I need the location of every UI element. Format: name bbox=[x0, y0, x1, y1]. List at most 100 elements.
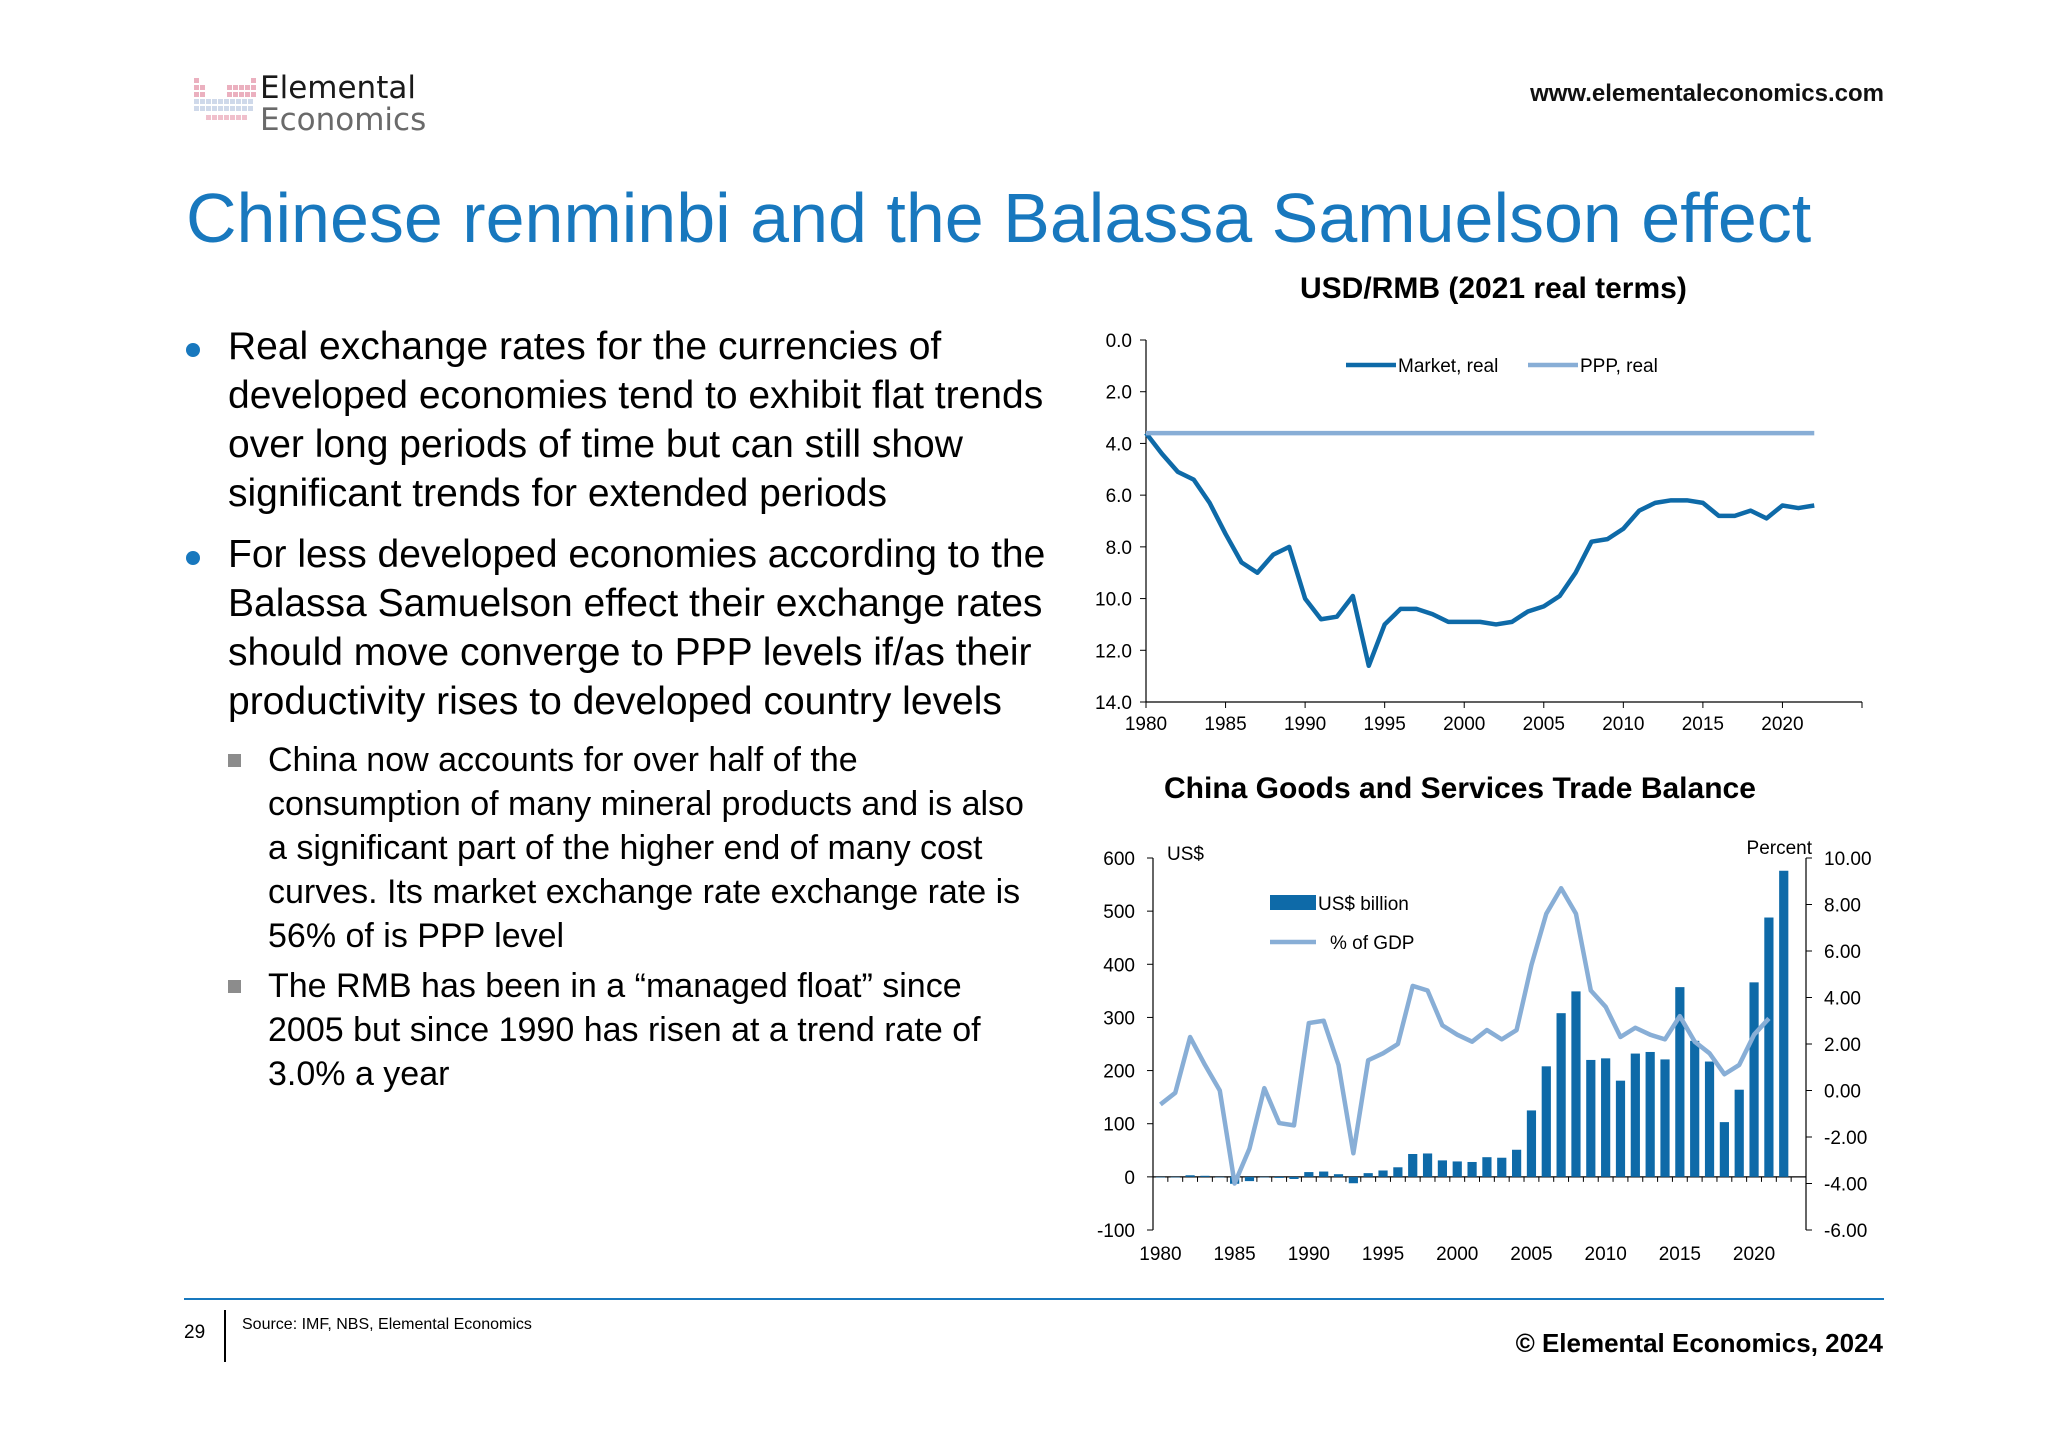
left-y-tick-label: 500 bbox=[1103, 902, 1135, 923]
logo-line1: Elemental bbox=[260, 70, 416, 106]
bar bbox=[1675, 987, 1685, 1177]
pct-gdp-line bbox=[1159, 885, 1771, 1186]
bar bbox=[1200, 1175, 1210, 1177]
legend-label-ppp: PPP, real bbox=[1580, 356, 1658, 377]
x-tick-label: 1990 bbox=[1288, 1244, 1330, 1265]
elemental-economics-logo: Elemental Economics bbox=[194, 68, 427, 138]
bar bbox=[1615, 1080, 1626, 1177]
bullet-item: Real exchange rates for the currencies o… bbox=[186, 322, 1046, 518]
right-y-tick-label: 0.00 bbox=[1824, 1082, 1861, 1103]
bar bbox=[1571, 991, 1581, 1177]
footer-divider bbox=[184, 1298, 1884, 1300]
bullet-item: For less developed economies according t… bbox=[186, 530, 1046, 726]
sub-bullet-text: China now accounts for over half of the … bbox=[268, 741, 1024, 955]
bar bbox=[1467, 1161, 1477, 1177]
bullet-dot-icon bbox=[186, 343, 200, 357]
left-y-tick-label: 200 bbox=[1103, 1062, 1135, 1083]
bar bbox=[1319, 1171, 1329, 1177]
x-tick-label: 2000 bbox=[1436, 1244, 1478, 1265]
x-tick-label: 1985 bbox=[1213, 1244, 1255, 1265]
x-tick-label: 1990 bbox=[1284, 714, 1326, 735]
y-tick-label: 14.0 bbox=[1095, 693, 1132, 714]
bar bbox=[1170, 1176, 1180, 1178]
sub-bullet-item: The RMB has been in a “managed float” si… bbox=[186, 964, 1046, 1096]
x-tick-label: 1980 bbox=[1125, 714, 1167, 735]
x-tick-label: 2015 bbox=[1659, 1244, 1701, 1265]
right-y-tick-label: 8.00 bbox=[1824, 896, 1861, 917]
left-y-tick-label: 400 bbox=[1103, 955, 1135, 976]
bar bbox=[1601, 1058, 1611, 1177]
bullet-text: For less developed economies according t… bbox=[228, 533, 1046, 723]
x-tick-label: 2020 bbox=[1733, 1244, 1775, 1265]
bar bbox=[1749, 982, 1759, 1177]
copyright: © Elemental Economics, 2024 bbox=[1515, 1328, 1883, 1358]
legend-label-market: Market, real bbox=[1398, 356, 1498, 377]
bar bbox=[1690, 1040, 1700, 1177]
logo-line2: Economics bbox=[260, 102, 427, 138]
bar bbox=[1348, 1176, 1358, 1184]
y-tick-label: 10.0 bbox=[1095, 590, 1132, 611]
bar bbox=[1764, 917, 1774, 1177]
right-y-tick-label: 2.00 bbox=[1824, 1035, 1861, 1056]
bar bbox=[1185, 1175, 1195, 1177]
bar bbox=[1734, 1089, 1744, 1177]
y-tick-label: 6.0 bbox=[1106, 486, 1132, 507]
x-tick-label: 1985 bbox=[1204, 714, 1246, 735]
x-tick-label: 2010 bbox=[1602, 714, 1644, 735]
x-tick-label: 1995 bbox=[1362, 1244, 1404, 1265]
bar bbox=[1497, 1157, 1507, 1177]
chart1-title: USD/RMB (2021 real terms) bbox=[1300, 272, 1687, 305]
left-y-tick-label: 600 bbox=[1103, 849, 1135, 870]
bar bbox=[1437, 1160, 1447, 1177]
bar bbox=[1541, 1066, 1551, 1177]
y-tick-label: 0.0 bbox=[1106, 331, 1132, 352]
legend-label-bars: US$ billion bbox=[1318, 894, 1409, 915]
bar bbox=[1779, 870, 1789, 1177]
x-tick-label: 2005 bbox=[1523, 714, 1565, 735]
website-url[interactable]: www.elementaleconomics.com bbox=[1530, 80, 1884, 107]
x-tick-label: 2015 bbox=[1682, 714, 1724, 735]
x-tick-label: 1980 bbox=[1139, 1244, 1181, 1265]
bullet-square-icon bbox=[228, 980, 241, 993]
left-y-tick-label: -100 bbox=[1097, 1221, 1135, 1242]
bar bbox=[1274, 1176, 1284, 1178]
bar bbox=[1378, 1170, 1388, 1177]
bar bbox=[1393, 1167, 1403, 1177]
bullet-dot-icon bbox=[186, 551, 200, 565]
bar bbox=[1259, 1176, 1269, 1178]
right-y-tick-label: 6.00 bbox=[1824, 942, 1861, 963]
footer-separator bbox=[224, 1310, 226, 1362]
right-axis-label: Percent bbox=[1747, 838, 1813, 859]
sub-bullet-text: The RMB has been in a “managed float” si… bbox=[268, 967, 981, 1093]
y-tick-label: 12.0 bbox=[1095, 641, 1132, 662]
x-tick-label: 2010 bbox=[1585, 1244, 1627, 1265]
right-y-tick-label: -6.00 bbox=[1824, 1221, 1867, 1242]
y-tick-label: 2.0 bbox=[1106, 383, 1132, 404]
bar bbox=[1155, 1176, 1166, 1178]
legend-label-line: % of GDP bbox=[1330, 933, 1414, 954]
bullet-text: Real exchange rates for the currencies o… bbox=[228, 325, 1044, 515]
x-tick-label: 2000 bbox=[1443, 714, 1485, 735]
right-y-tick-label: -4.00 bbox=[1824, 1175, 1867, 1196]
right-y-tick-label: 10.00 bbox=[1824, 849, 1872, 870]
bar bbox=[1556, 1013, 1566, 1177]
sub-bullet-item: China now accounts for over half of the … bbox=[186, 738, 1046, 958]
x-tick-label: 1995 bbox=[1364, 714, 1406, 735]
legend-swatch-bars bbox=[1270, 895, 1316, 910]
bar bbox=[1719, 1122, 1729, 1177]
bar bbox=[1526, 1110, 1537, 1177]
bar bbox=[1660, 1059, 1670, 1177]
left-y-tick-label: 300 bbox=[1103, 1008, 1135, 1029]
market-real-line bbox=[1144, 431, 1815, 669]
bar bbox=[1289, 1176, 1299, 1179]
x-tick-label: 2005 bbox=[1510, 1244, 1552, 1265]
page-title: Chinese renminbi and the Balassa Samuels… bbox=[186, 179, 1812, 257]
bar bbox=[1215, 1176, 1225, 1178]
bar bbox=[1630, 1053, 1640, 1177]
bar bbox=[1408, 1154, 1418, 1177]
bar bbox=[1304, 1172, 1314, 1177]
right-y-tick-label: 4.00 bbox=[1824, 989, 1861, 1010]
x-tick-label: 2020 bbox=[1761, 714, 1803, 735]
left-y-tick-label: 0 bbox=[1124, 1168, 1135, 1189]
bar bbox=[1333, 1174, 1344, 1177]
